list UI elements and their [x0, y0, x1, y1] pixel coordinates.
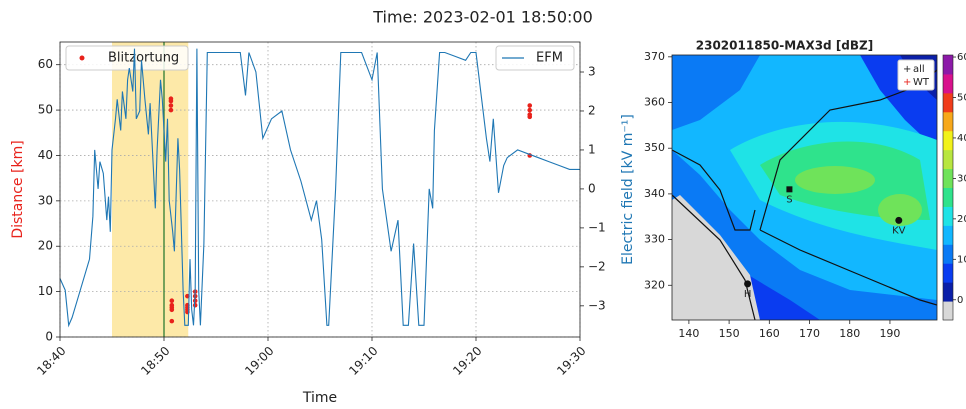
y2-tick-label: −3 [588, 298, 606, 312]
legend-label: Blitzortung [108, 51, 179, 66]
lightning-point [527, 103, 532, 108]
y-tick-label: 60 [38, 57, 53, 71]
colorbar-band [943, 112, 953, 131]
lightning-point [170, 305, 175, 310]
y-tick-label: 30 [38, 193, 53, 207]
legend-label: all [913, 64, 925, 75]
colorbar-tick-label: 40 [957, 133, 966, 144]
y-axis-label: Distance [km] [10, 140, 26, 238]
x-tick-label: 19:10 [346, 344, 380, 378]
lightning-point [169, 103, 174, 108]
colorbar-band [943, 169, 953, 188]
y-tick-label: 350 [644, 141, 665, 154]
x-tick-label: 180 [839, 327, 860, 340]
y-tick-label: 20 [38, 239, 53, 253]
colorbar-band [943, 74, 953, 93]
legend-label: WT [913, 77, 930, 88]
x-tick-label: 170 [799, 327, 820, 340]
legend-marker [80, 56, 85, 61]
y-tick-label: 10 [38, 284, 53, 298]
x-tick-label: 160 [759, 327, 780, 340]
colorbar-tick-label: 10 [957, 254, 966, 265]
x-tick-label: 19:20 [450, 344, 484, 378]
lightning-point [169, 96, 174, 101]
y-tick-label: 360 [644, 96, 665, 109]
lightning-point [527, 108, 532, 113]
radar-background [672, 55, 937, 320]
colorbar-band [943, 282, 953, 301]
colorbar-tick-label: 50 [957, 92, 966, 103]
legend-marker: + [903, 77, 911, 88]
x-tick-label: 190 [879, 327, 900, 340]
colorbar-band [943, 93, 953, 112]
site-label: H [744, 289, 752, 300]
y2-tick-label: 2 [588, 103, 596, 117]
x-tick-label: 18:50 [138, 344, 172, 378]
figure: Time: 2023-02-01 18:50:00 18:40 18:50 19:00… [0, 0, 966, 409]
y-tick-label: 330 [644, 233, 665, 246]
x-tick-label: 140 [678, 327, 699, 340]
y2-tick-label: 1 [588, 142, 596, 156]
colorbar-tick-label: 0 [957, 295, 963, 306]
colorbar-band [943, 188, 953, 207]
y2-axis-label: Electric field [kV m⁻¹] [620, 114, 636, 265]
x-tick-label: 18:40 [34, 344, 68, 378]
colorbar-tick-label: 60 [957, 52, 966, 63]
colorbar-tick-label: 30 [957, 173, 966, 184]
colorbar-band [943, 131, 953, 150]
lightning-point [527, 115, 532, 120]
legend-marker: + [903, 64, 911, 75]
chart-title: Time: 2023-02-01 18:50:00 [372, 8, 593, 27]
y-tick-label: 320 [644, 278, 665, 291]
colorbar-band [943, 263, 953, 282]
lightning-point [170, 298, 175, 303]
colorbar-band [943, 244, 953, 263]
lightning-point [169, 108, 174, 113]
x-tick-label: 19:30 [554, 344, 588, 378]
colorbar-tick-label: 20 [957, 214, 966, 225]
colorbar-band [943, 55, 953, 74]
lightning-point [170, 319, 175, 324]
y2-tick-label: −2 [588, 259, 606, 273]
colorbar-band [943, 206, 953, 225]
y2-tick-label: 3 [588, 65, 596, 79]
x-axis-label: Time [302, 390, 337, 406]
y2-tick-label: −1 [588, 220, 606, 234]
y-tick-label: 340 [644, 187, 665, 200]
colorbar-band [943, 150, 953, 169]
legend-label: EFM [536, 51, 563, 66]
site-marker [786, 186, 792, 192]
lightning-point [193, 303, 198, 308]
y2-tick-label: 0 [588, 181, 596, 195]
y-tick-label: 40 [38, 148, 53, 162]
x-tick-label: 19:00 [242, 344, 276, 378]
site-marker [895, 217, 902, 224]
colorbar-band [943, 301, 953, 320]
y-tick-label: 0 [45, 330, 53, 344]
site-label: S [786, 194, 792, 205]
site-marker [744, 280, 751, 287]
y-tick-label: 50 [38, 103, 53, 117]
colorbar-band [943, 225, 953, 244]
map-title: 2302011850-MAX3d [dBZ] [696, 39, 873, 53]
site-label: KV [892, 225, 906, 236]
x-tick-label: 150 [719, 327, 740, 340]
y-tick-label: 370 [644, 50, 665, 63]
